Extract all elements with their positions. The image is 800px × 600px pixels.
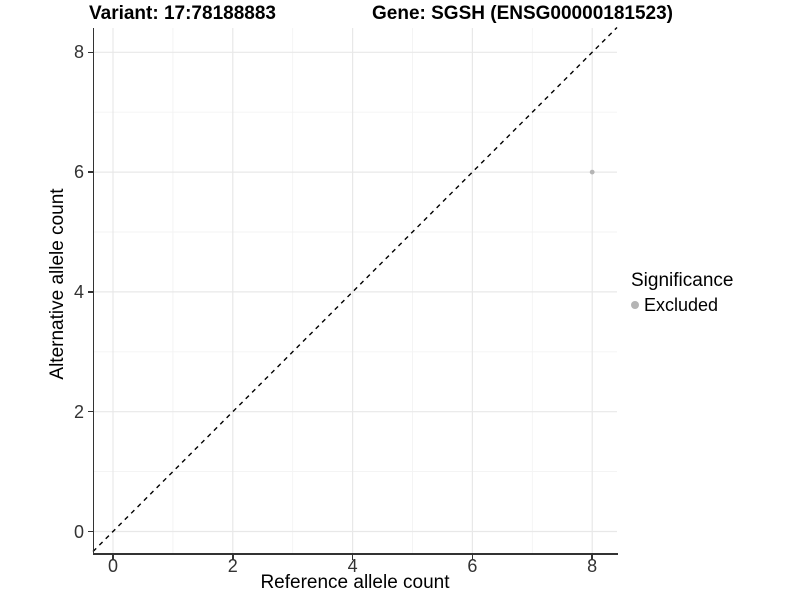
plot-area-canvas — [92, 27, 618, 553]
x-tick-mark — [351, 554, 354, 560]
plot-title-gene: Gene: SGSH (ENSG00000181523) — [372, 3, 673, 24]
x-tick-label: 2 — [227, 556, 238, 576]
identity-reference-line — [92, 27, 618, 552]
legend-title: Significance — [631, 270, 734, 291]
x-tick-mark — [591, 554, 593, 560]
legend: Significance Excluded — [631, 270, 733, 315]
y-axis-title: Alternative allele count — [47, 188, 68, 380]
y-tick-label: 8 — [73, 42, 84, 63]
plot-title-variant: Variant: 17:78188883 — [89, 3, 276, 24]
plot-panel — [92, 27, 618, 553]
legend-item-label: Excluded — [644, 295, 719, 315]
x-tick-mark — [471, 554, 474, 560]
y-tick-label: 0 — [73, 521, 84, 542]
y-axis-line — [92, 28, 94, 555]
x-tick-label: 0 — [107, 556, 119, 576]
y-tick-mark — [87, 171, 93, 173]
y-tick-mark — [87, 51, 93, 54]
legend-item-excluded: Excluded — [631, 295, 733, 315]
x-tick-label: 8 — [587, 556, 598, 576]
x-axis-title: Reference allele count — [260, 572, 450, 593]
y-tick-mark — [87, 291, 93, 293]
x-tick-label: 6 — [467, 556, 478, 576]
y-tick-label: 4 — [73, 281, 84, 302]
x-tick-mark — [232, 554, 234, 560]
data-point-excluded — [589, 169, 595, 175]
x-tick-label: 4 — [347, 556, 358, 576]
x-axis-line — [92, 553, 618, 555]
y-tick-label: 6 — [73, 162, 84, 183]
legend-point-icon — [631, 301, 639, 309]
x-tick-mark — [112, 554, 114, 560]
y-tick-label: 2 — [73, 401, 84, 422]
y-tick-mark — [87, 530, 93, 533]
y-tick-mark — [87, 410, 93, 413]
